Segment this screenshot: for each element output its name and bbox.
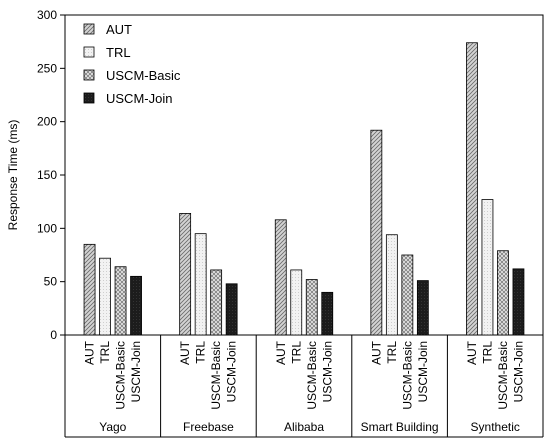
bar-trl-freebase (194, 233, 207, 336)
bar-series-label: AUT (83, 340, 97, 365)
bar-trl-yago (99, 257, 111, 336)
bar-uscm-basic-synthetic (497, 250, 509, 336)
bars (83, 42, 525, 336)
bar-series-label: USCM-Basic (305, 341, 319, 410)
legend-swatch-uscm-basic (83, 69, 95, 81)
bar-trl-smart-building (385, 234, 398, 336)
y-tick-label: 100 (37, 221, 57, 235)
legend-label-uscm-join: USCM-Join (106, 91, 172, 106)
y-tick-label: 200 (37, 115, 57, 129)
bar-uscm-basic-yago (114, 266, 127, 336)
bar-aut-yago (83, 243, 96, 336)
category-label: Smart Building (361, 420, 439, 434)
legend-label-aut: AUT (106, 22, 132, 37)
category-label: Freebase (183, 420, 234, 434)
legend-swatch-trl (83, 46, 95, 58)
bar-series-label: TRL (289, 341, 303, 364)
bar-series-label: USCM-Join (129, 341, 143, 402)
bar-aut-synthetic (466, 42, 478, 336)
bar-series-label: USCM-Join (225, 341, 239, 402)
bar-series-label: USCM-Basic (400, 341, 414, 410)
bar-uscm-join-smart-building (416, 280, 429, 336)
y-axis-title: Response Time (ms) (6, 120, 20, 231)
legend: AUT TRL USCM-Basic USCM-Join (83, 22, 181, 106)
bar-uscm-basic-alibaba (305, 279, 318, 336)
y-tick-label: 50 (44, 275, 58, 289)
bar-uscm-join-synthetic (512, 268, 525, 336)
bar-uscm-basic-freebase (210, 269, 223, 336)
bar-trl-alibaba (290, 269, 303, 336)
bar-aut-smart-building (370, 129, 383, 336)
bar-series-label: TRL (480, 341, 494, 364)
legend-swatch-aut (83, 23, 95, 35)
bar-series-label: USCM-Join (511, 341, 525, 402)
bar-series-label: USCM-Join (320, 341, 334, 402)
bar-series-label: AUT (369, 340, 383, 365)
bar-aut-alibaba (274, 219, 287, 336)
bar-uscm-join-alibaba (321, 291, 334, 336)
bar-series-label: AUT (178, 340, 192, 365)
bar-uscm-join-freebase (225, 283, 238, 336)
y-tick-label: 0 (50, 328, 57, 342)
category-label: Alibaba (284, 420, 324, 434)
legend-label-trl: TRL (106, 45, 131, 60)
bar-series-label: USCM-Basic (209, 341, 223, 410)
bar-series-label: TRL (98, 341, 112, 364)
bar-series-label: USCM-Join (416, 341, 430, 402)
bar-series-label: AUT (465, 340, 479, 365)
bar-series-label: USCM-Basic (496, 341, 510, 410)
category-label: Synthetic (471, 420, 520, 434)
bar-series-label: TRL (385, 341, 399, 364)
legend-label-uscm-basic: USCM-Basic (106, 68, 181, 83)
legend-swatch-uscm-join (83, 92, 95, 104)
bar-series-label: TRL (194, 341, 208, 364)
bar-trl-synthetic (481, 199, 494, 336)
bar-uscm-basic-smart-building (401, 254, 414, 336)
y-tick-label: 150 (37, 168, 57, 182)
bar-aut-freebase (179, 212, 192, 336)
category-label: Yago (99, 420, 126, 434)
bar-series-label: USCM-Basic (114, 341, 128, 410)
bar-series-label: AUT (274, 340, 288, 365)
bar-uscm-join-yago (130, 275, 142, 336)
y-tick-label: 250 (37, 61, 57, 75)
y-tick-label: 300 (37, 8, 57, 22)
y-axis-ticks: 0 50 100 150 200 250 300 (37, 8, 65, 342)
